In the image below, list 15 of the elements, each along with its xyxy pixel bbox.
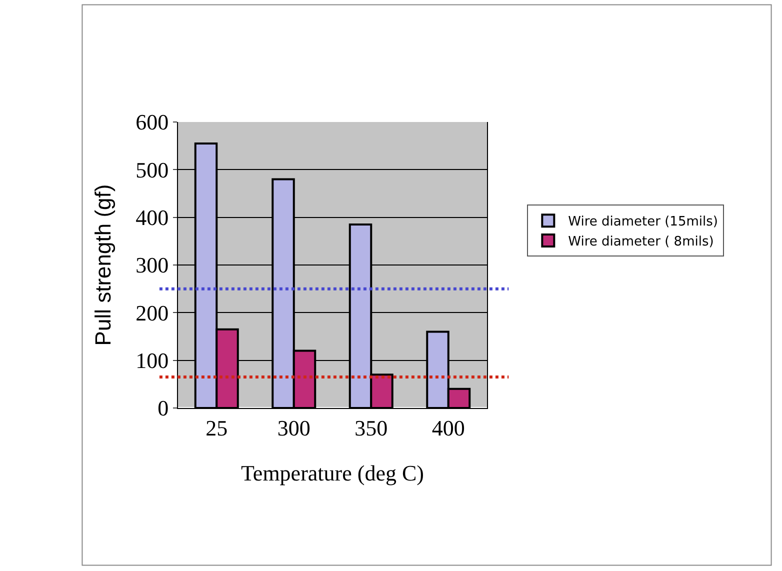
y-tick-label: 400 bbox=[136, 205, 169, 230]
legend-label: Wire diameter ( 8mils) bbox=[568, 234, 714, 250]
y-tick-label: 500 bbox=[136, 157, 169, 182]
legend-label: Wire diameter (15mils) bbox=[568, 214, 718, 230]
y-tick-label: 200 bbox=[136, 300, 169, 326]
x-axis-title: Temperature (deg C) bbox=[241, 460, 424, 486]
y-tick-label: 300 bbox=[136, 252, 169, 278]
y-tick-label: 0 bbox=[158, 396, 169, 421]
x-tick-label: 25 bbox=[206, 415, 228, 440]
x-tick-label: 350 bbox=[354, 415, 388, 440]
y-tick-label: 600 bbox=[136, 110, 169, 135]
y-axis-title: Pull strength (gf) bbox=[90, 184, 116, 346]
y-tick-label: 100 bbox=[136, 348, 169, 374]
x-tick-label: 400 bbox=[432, 415, 465, 440]
x-tick-label: 300 bbox=[277, 415, 310, 440]
